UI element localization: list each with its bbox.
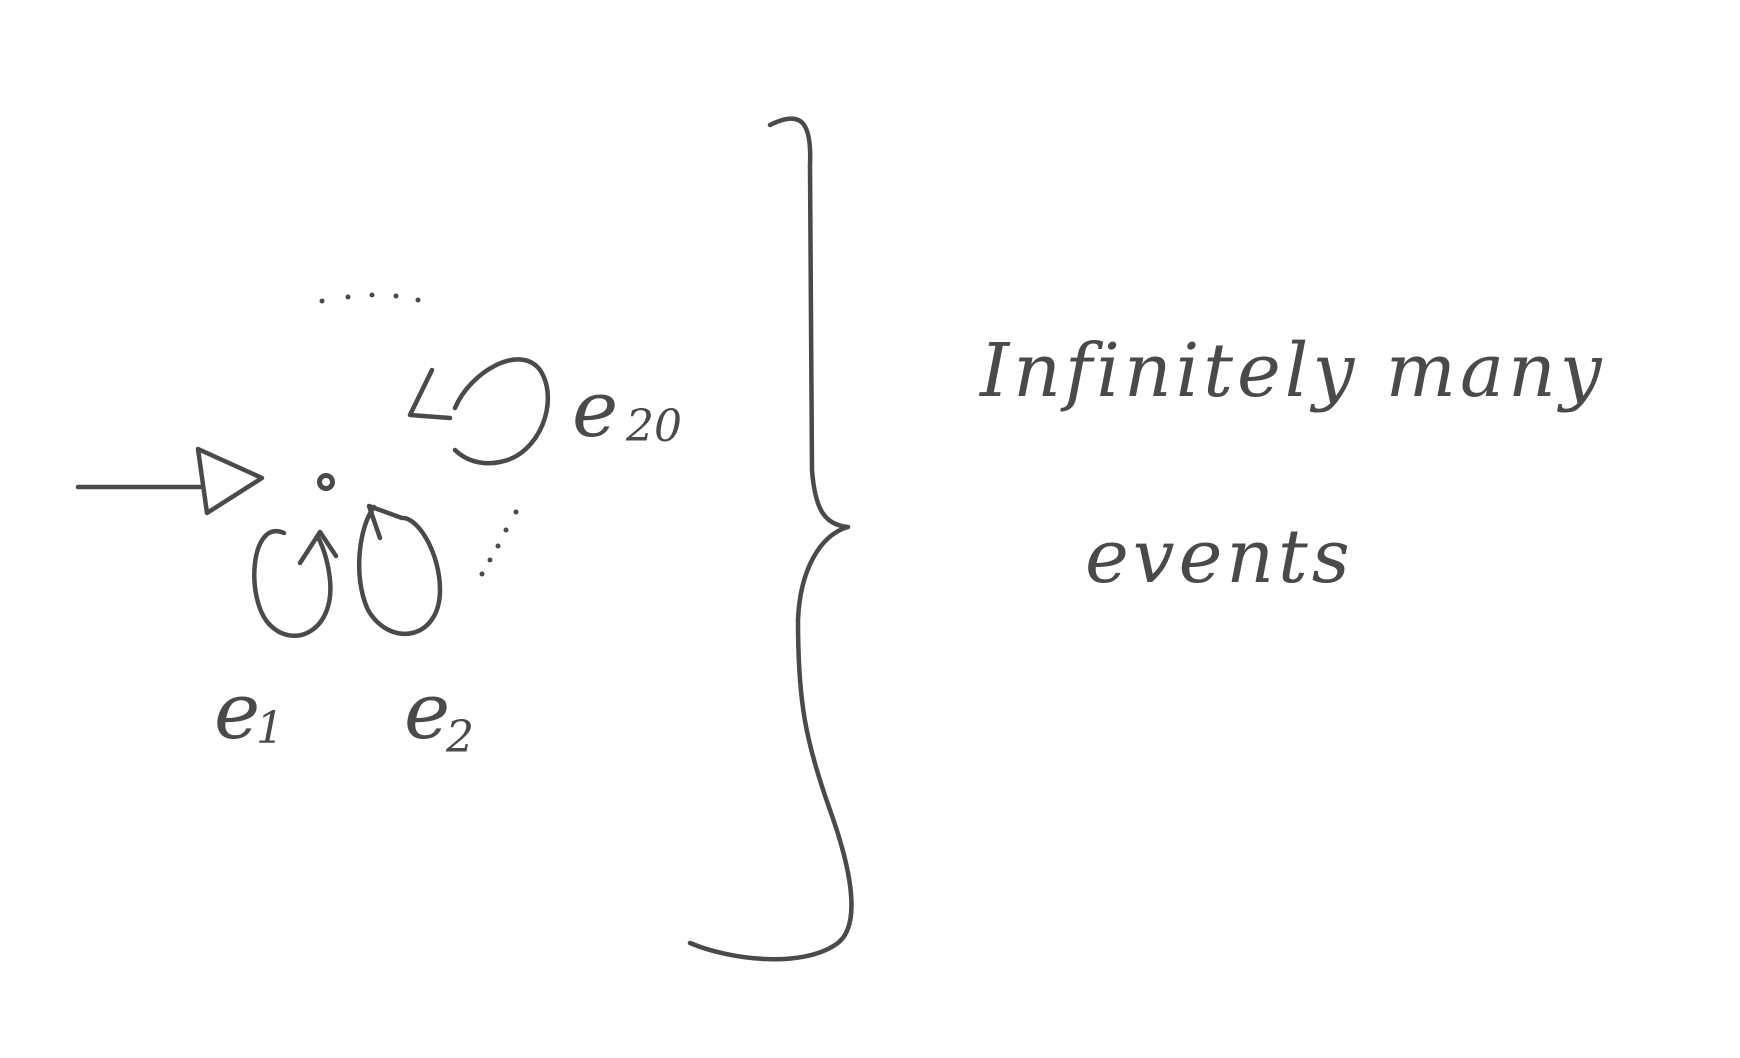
self-loop-e20: [407, 357, 551, 466]
self-loop-e2: [356, 503, 443, 636]
annotation-line-2: events: [1085, 514, 1354, 600]
label-e20-base: e: [572, 365, 618, 455]
curly-brace: [687, 116, 854, 962]
label-e1-base: e: [214, 667, 260, 757]
ellipsis-right: [479, 509, 519, 577]
state-node: [317, 473, 335, 491]
label-e1-index: 1: [256, 703, 284, 754]
label-e2-index: 2: [445, 712, 474, 763]
initial-arrow: [75, 446, 265, 516]
ellipsis-top: [319, 292, 421, 304]
self-loop-e1: [252, 528, 339, 638]
label-e20-index: 20: [625, 401, 682, 452]
label-e2-base: e: [404, 667, 450, 757]
annotation-line-1: Infinitely many: [978, 328, 1606, 414]
